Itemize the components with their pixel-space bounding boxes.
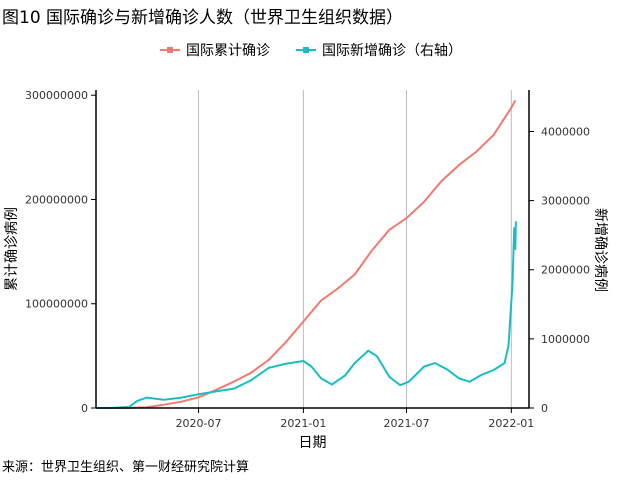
legend-item-new-cases: 国际新增确诊（右轴） (296, 43, 462, 59)
y-axis-title: 累计确诊病例 (4, 207, 20, 291)
x-axis-title: 日期 (299, 435, 327, 451)
y2-tick-label: 0 (541, 402, 548, 415)
grid-lines (198, 90, 512, 408)
y2-axis-title: 新增确诊病例 (592, 208, 608, 292)
plot-area (95, 99, 517, 409)
chart-title: 图10 国际确诊与新增确诊人数（世界卫生组织数据） (2, 8, 404, 28)
series-line-cumulative (96, 99, 517, 409)
x-tick-label: 2022-01 (488, 417, 534, 430)
y-tick-label: 300000000 (25, 89, 88, 102)
x-tick-label: 2020-07 (176, 417, 222, 430)
legend-item-cumulative: 国际累计确诊 (160, 43, 270, 59)
legend-label: 国际累计确诊 (186, 43, 270, 59)
legend: 国际累计确诊 国际新增确诊（右轴） (160, 43, 462, 59)
y-tick-label: 200000000 (25, 193, 88, 206)
y2-tick-label: 1000000 (541, 333, 590, 346)
y2-tick-label: 3000000 (541, 195, 590, 208)
legend-key-marker (167, 47, 173, 53)
x-tick-label: 2021-01 (280, 417, 326, 430)
legend-key-marker (303, 47, 309, 53)
y-tick-label: 100000000 (25, 298, 88, 311)
series-line-new-cases (95, 221, 517, 409)
source-note: 来源：世界卫生组织、第一财经研究院计算 (2, 460, 250, 475)
y2-tick-label: 2000000 (541, 264, 590, 277)
x-tick-label: 2021-07 (384, 417, 430, 430)
legend-label: 国际新增确诊（右轴） (322, 43, 462, 59)
y2-tick-label: 4000000 (541, 125, 590, 138)
y-tick-label: 0 (81, 402, 88, 415)
axes: 2020-07 2021-01 2021-07 2022-01 0 100000000 20… (4, 89, 608, 451)
